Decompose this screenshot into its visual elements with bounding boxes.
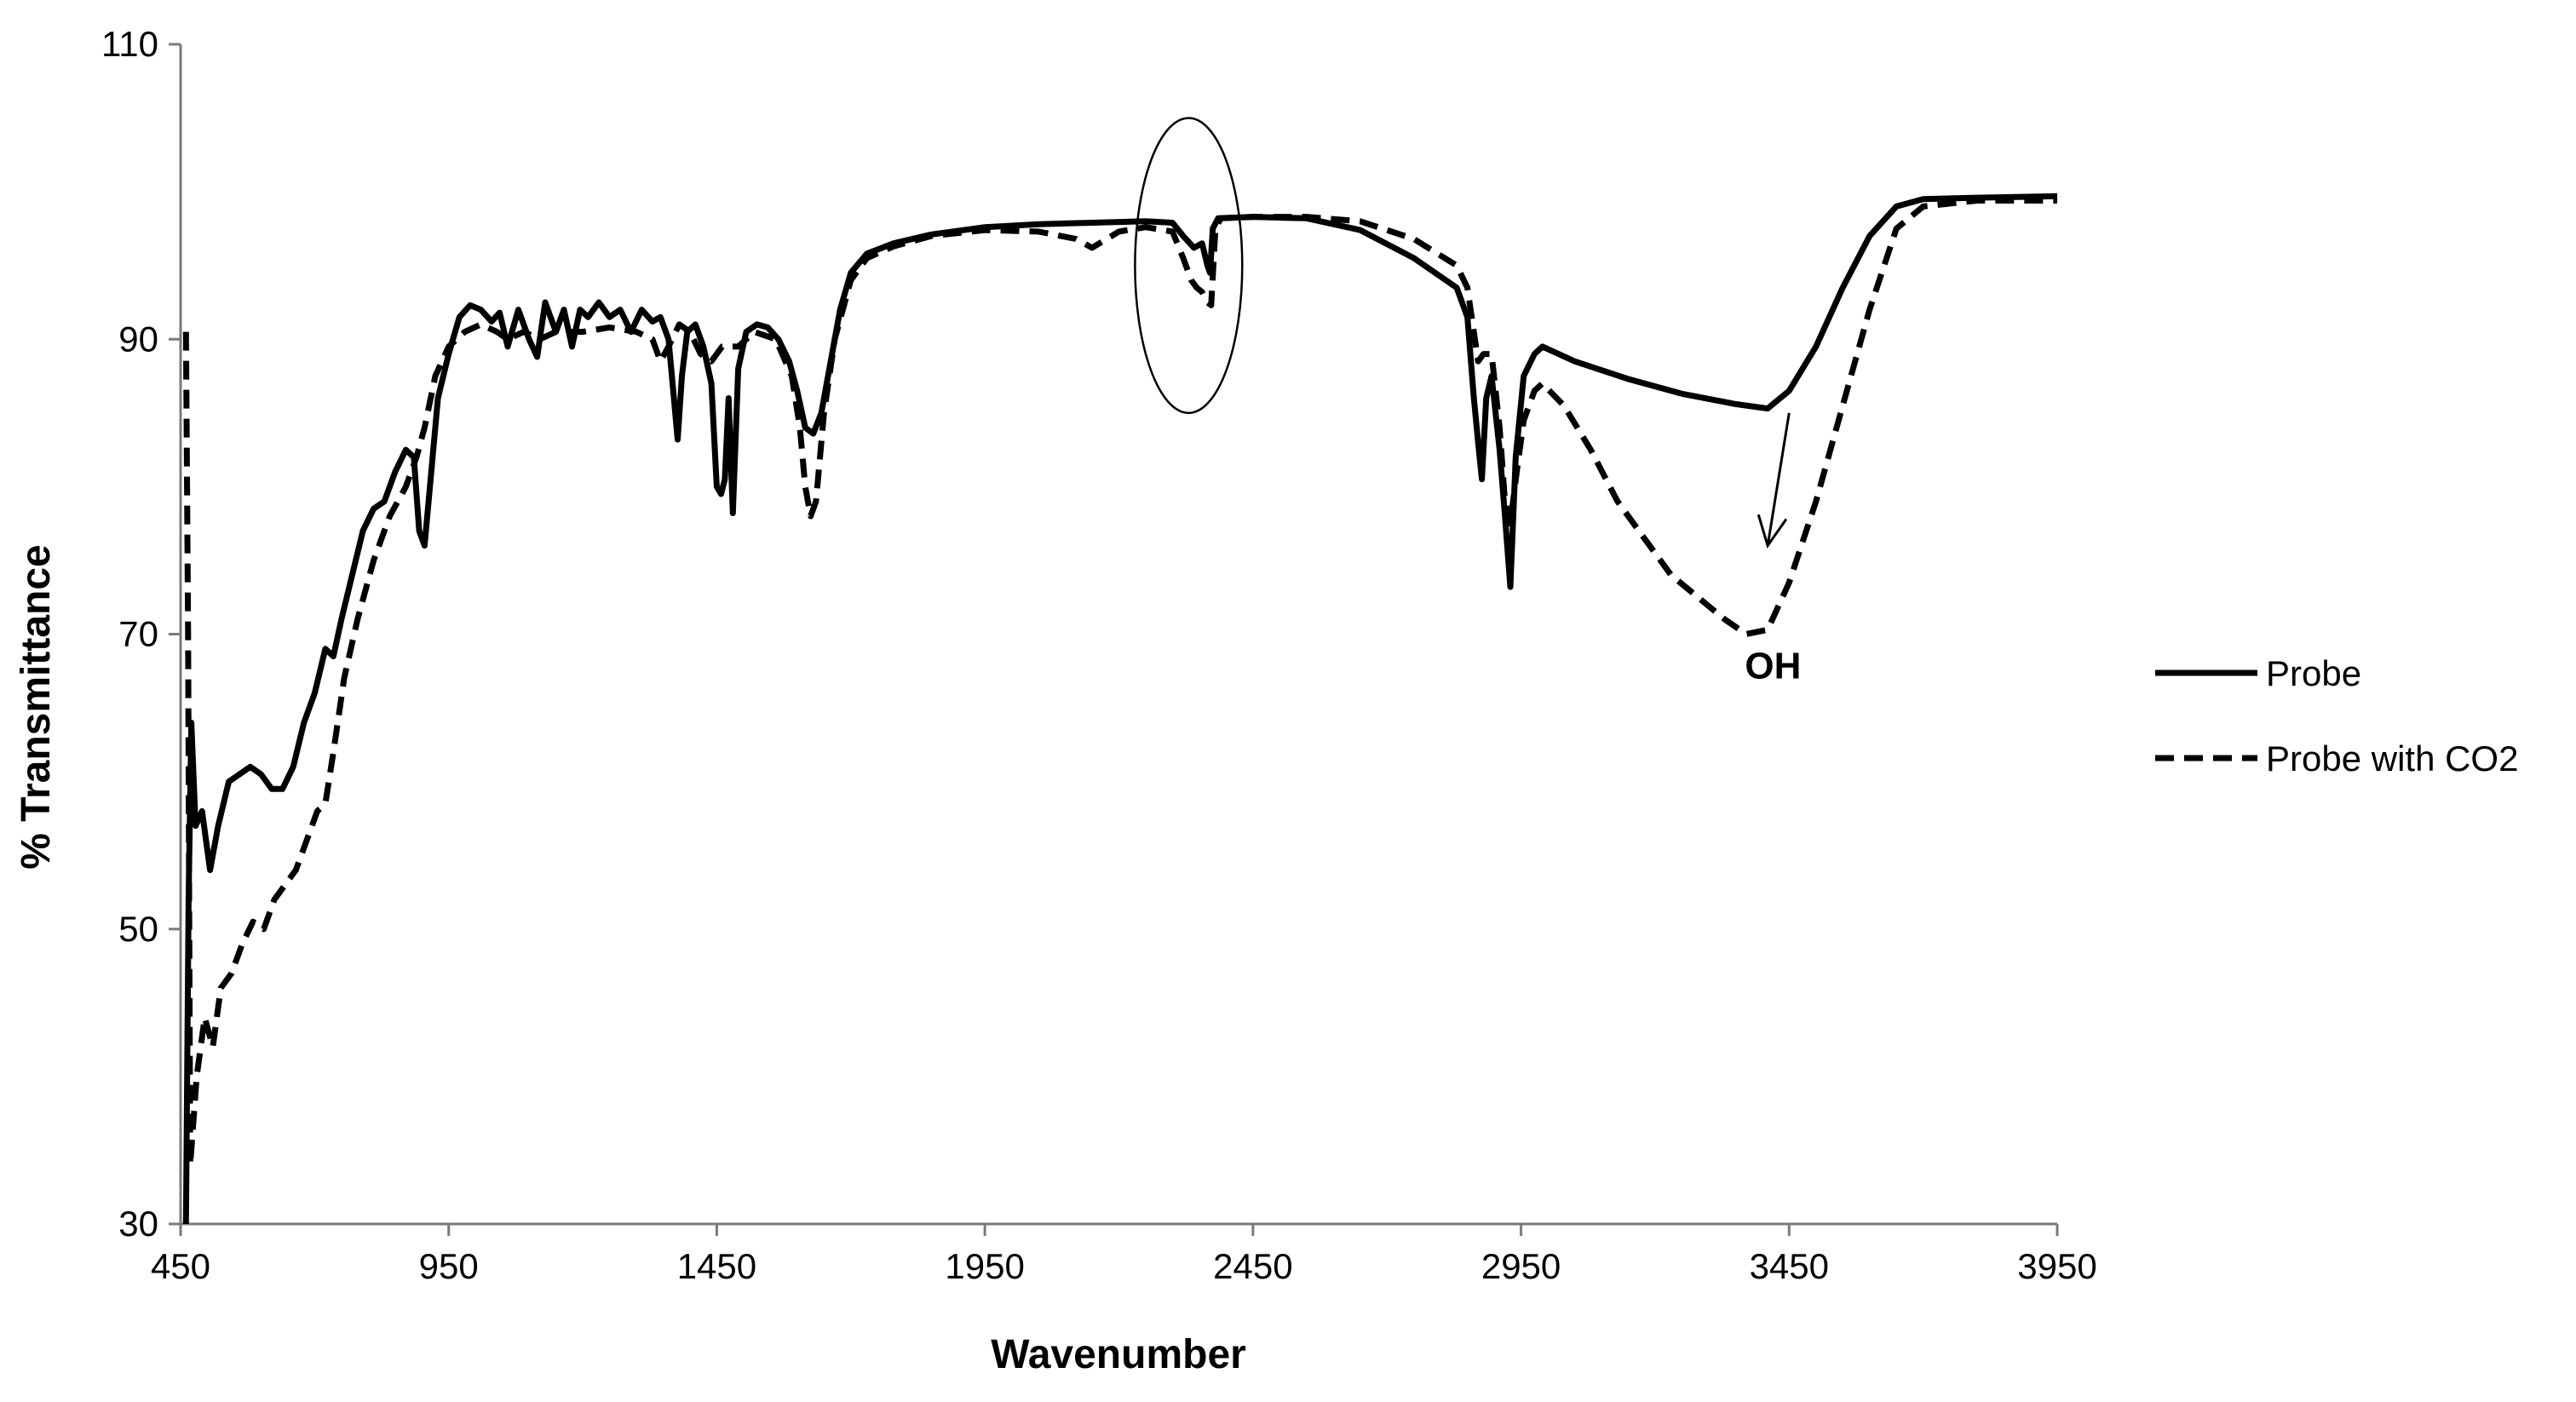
- arrow-head: [1757, 514, 1788, 549]
- annotation-arrow: [1766, 412, 1791, 546]
- x-tick-label: 450: [151, 1246, 210, 1286]
- legend-label-probe-with-co2: Probe with CO2: [2266, 738, 2518, 779]
- x-tick-label: 1450: [677, 1246, 756, 1286]
- x-tick-label: 3450: [1750, 1246, 1829, 1286]
- y-tick-label: 30: [118, 1204, 158, 1244]
- x-axis-label: Wavenumber: [991, 1332, 1246, 1377]
- y-tick-label: 90: [118, 319, 158, 359]
- annotations: OH: [1134, 117, 1801, 687]
- x-tick-label: 1950: [945, 1246, 1024, 1286]
- y-axis: 30 50 70 90 110: [101, 24, 182, 1244]
- series-line-probe: [182, 192, 2058, 1225]
- y-tick-label: 50: [118, 909, 158, 949]
- highlight-ellipse: [1134, 117, 1244, 415]
- x-tick-label: 2450: [1213, 1246, 1292, 1286]
- y-tick-label: 110: [101, 24, 158, 64]
- oh-annotation-label: OH: [1745, 645, 1801, 687]
- legend-label-probe: Probe: [2266, 653, 2361, 693]
- y-tick-label: 70: [118, 614, 158, 654]
- x-tick-label: 3950: [2017, 1246, 2096, 1286]
- y-axis-label: % Transmittance: [14, 544, 59, 869]
- series-lines: [182, 192, 2058, 1225]
- x-tick-label: 2950: [1481, 1246, 1561, 1286]
- x-tick-label: 950: [419, 1246, 479, 1286]
- legend: Probe Probe with CO2: [2155, 653, 2518, 779]
- x-axis: 450 950 1450 1950 2450 2950 3450 3950: [151, 1222, 2097, 1286]
- series-line-probe-with-co2: [182, 198, 2057, 1169]
